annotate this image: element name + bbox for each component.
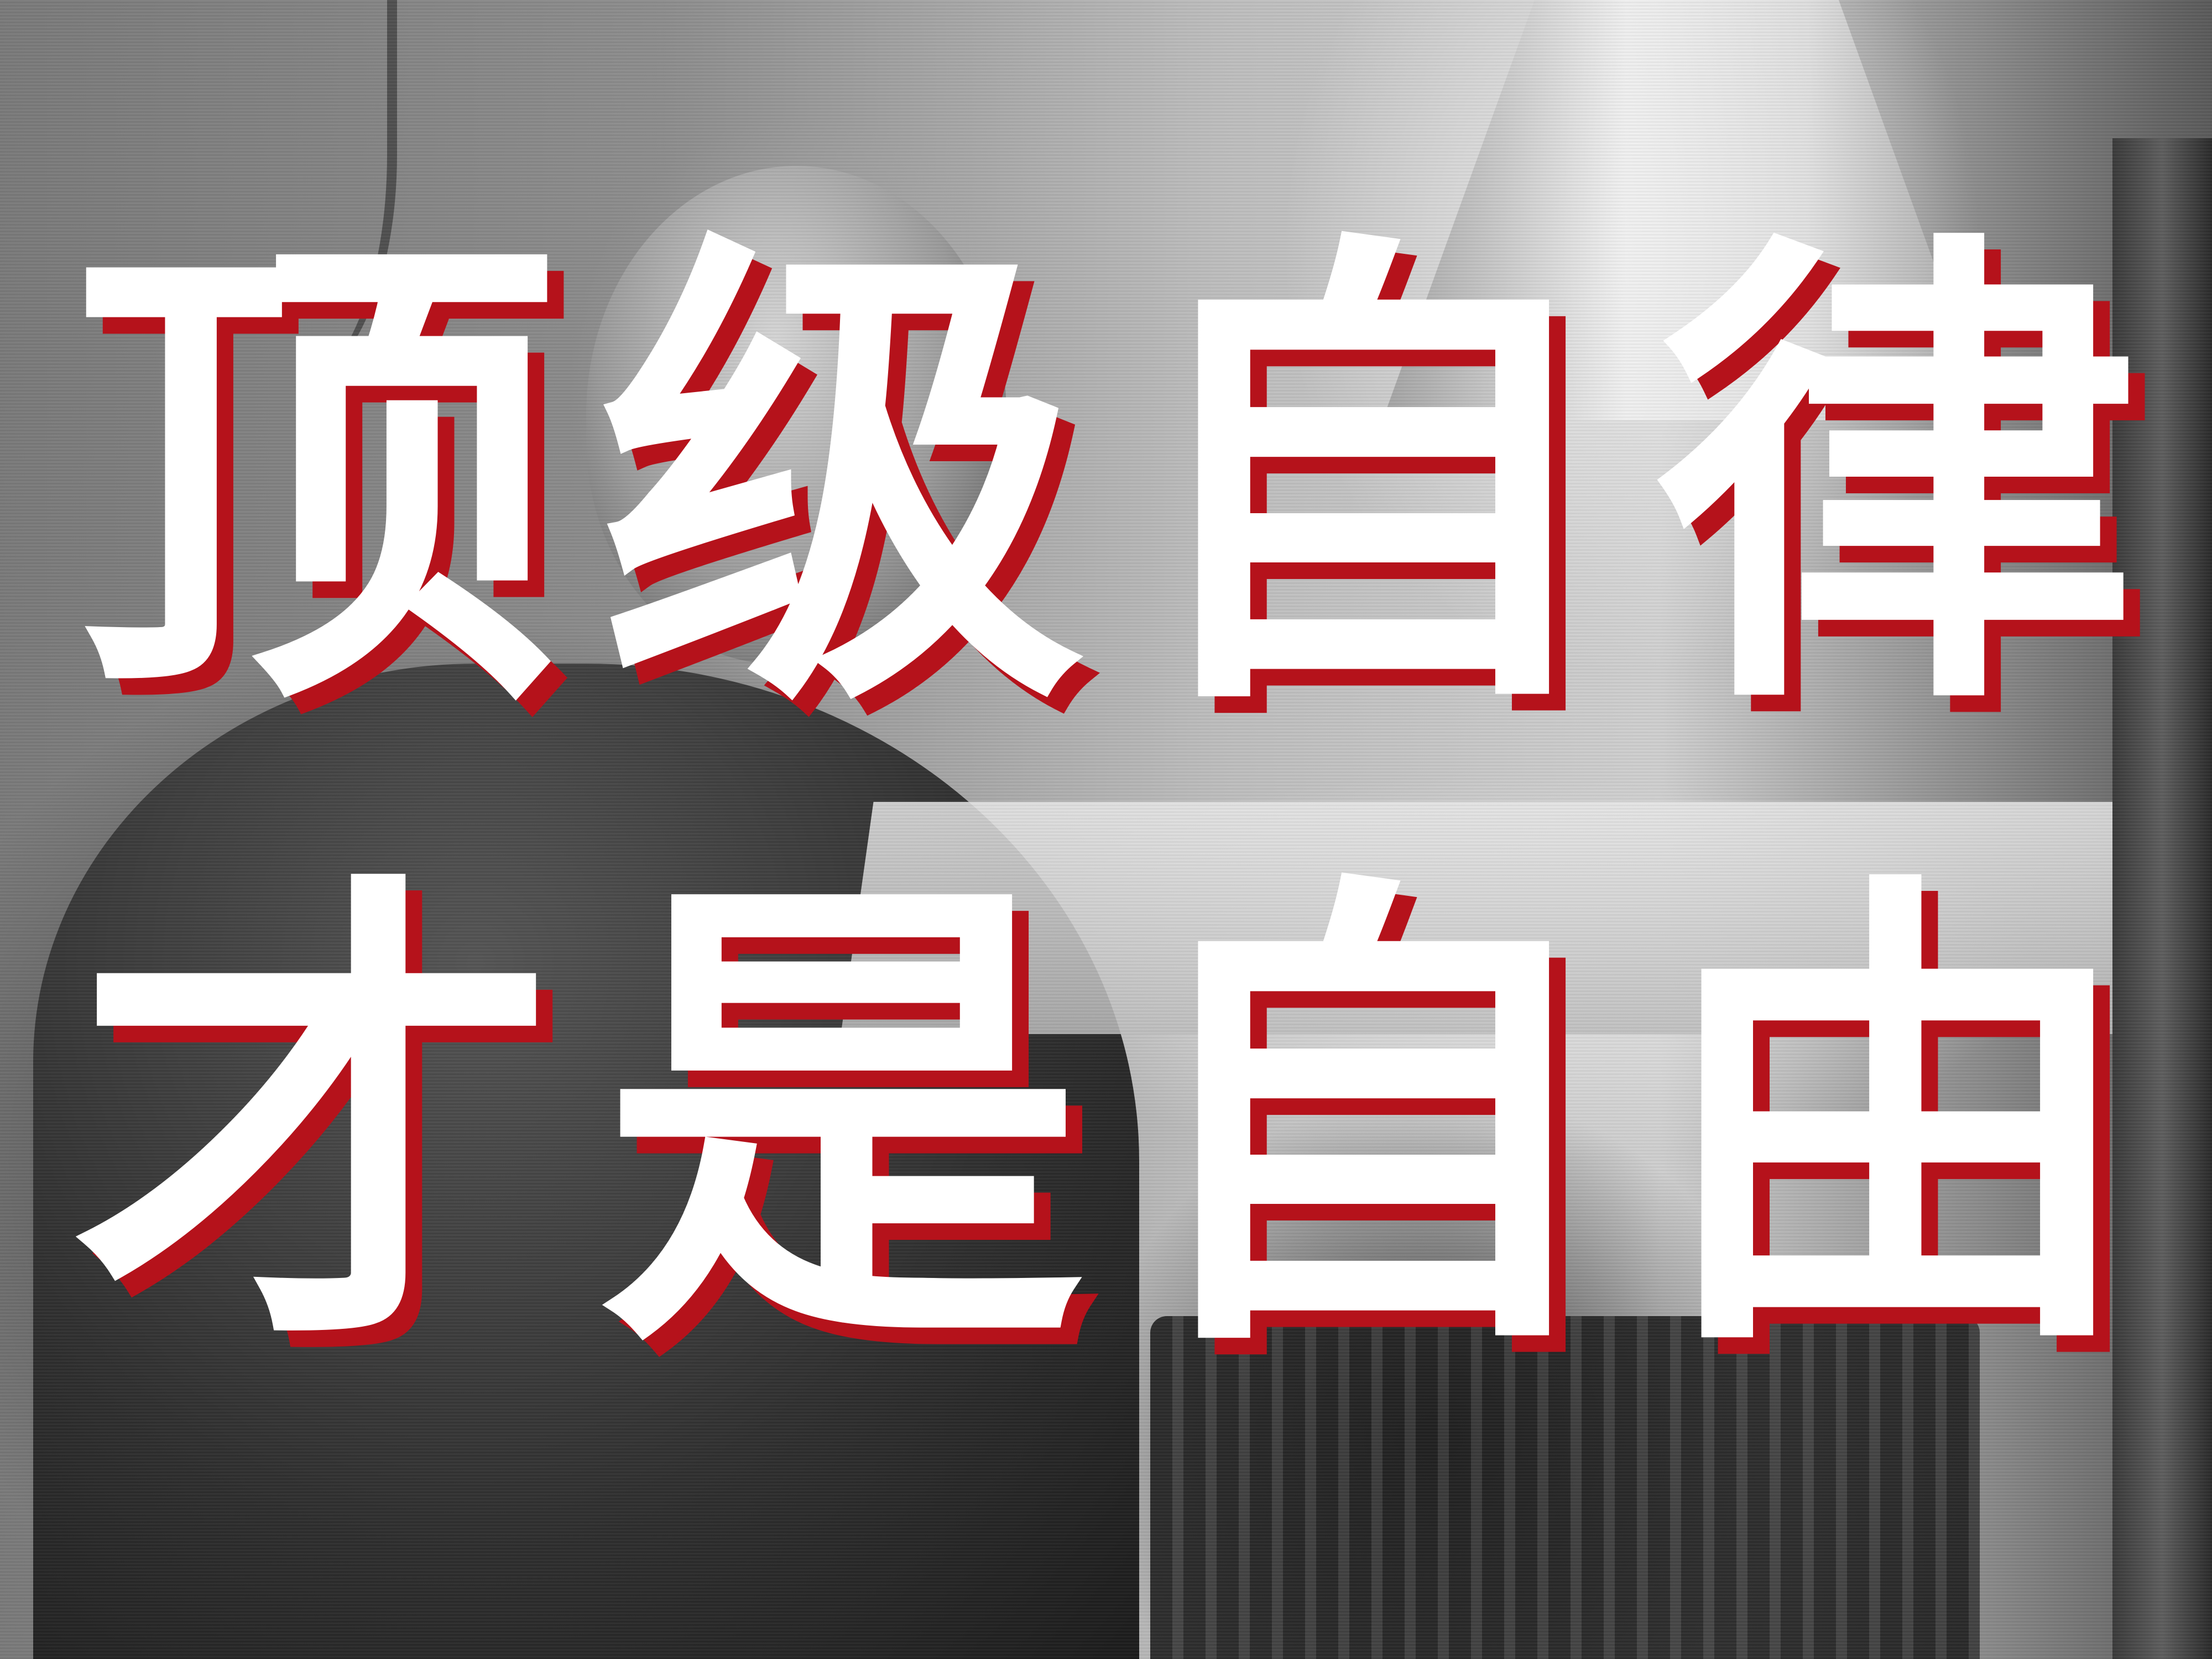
headline-char: 是 [599,839,1086,1406]
headline-char: 由 [1653,839,2140,1406]
headline-char: 才 [72,839,559,1406]
background-person-head [586,166,1006,664]
headline-line-1: 顶 级 自 律 [66,238,2146,724]
headline-line-2: 才 是 自 由 [66,879,2146,1366]
headline-char: 自 [1126,197,1613,764]
headline-char: 级 [599,197,1086,764]
headline-char: 律 [1653,197,2140,764]
headline-char: 自 [1126,839,1613,1406]
headline-char: 顶 [72,197,559,764]
background-post [2112,138,2212,1659]
background-typewriter [1150,1316,1980,1659]
